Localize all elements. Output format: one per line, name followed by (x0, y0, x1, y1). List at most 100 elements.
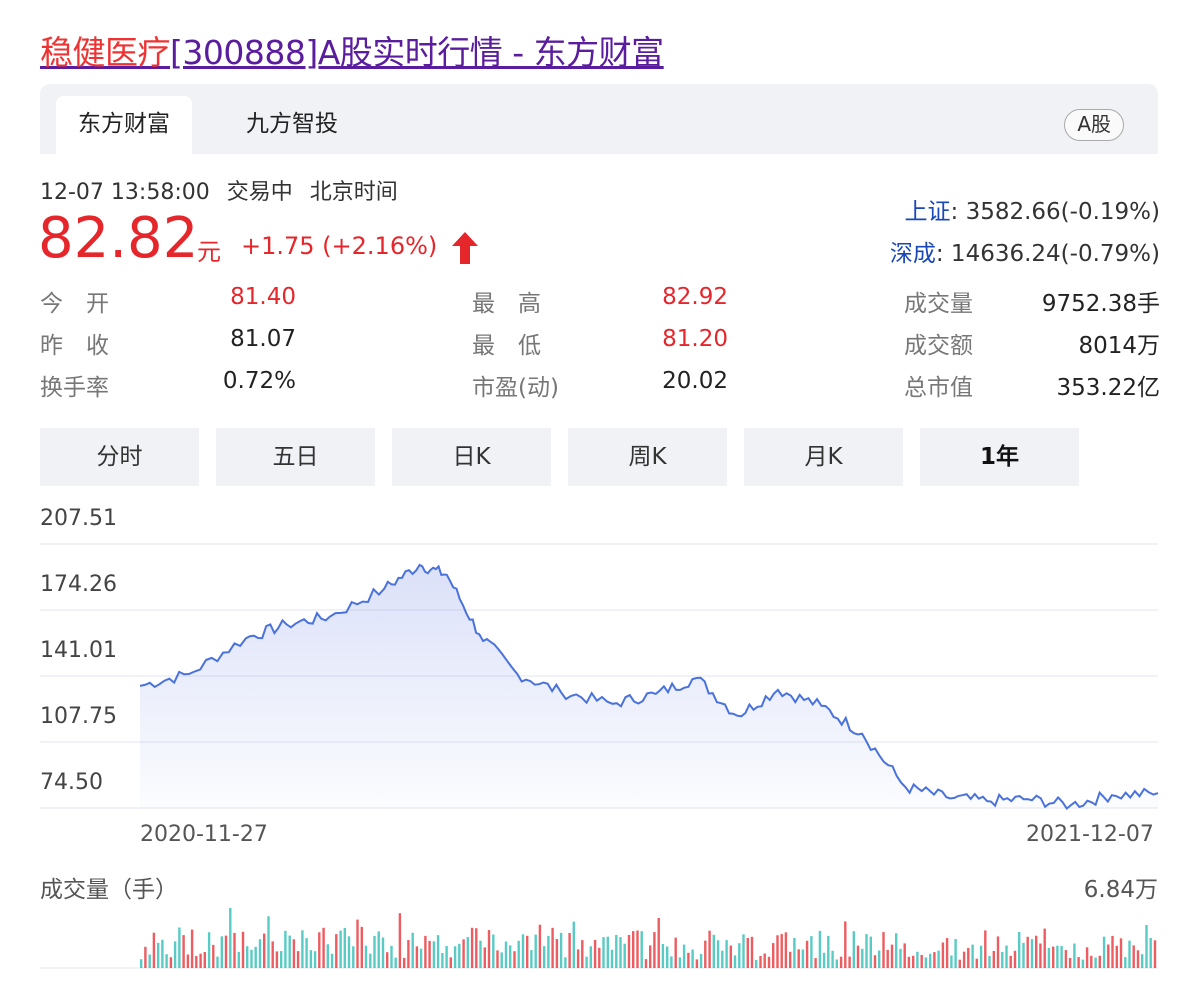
period-button-1year[interactable]: 1年 (920, 428, 1079, 486)
volume-bar (250, 949, 253, 968)
volume-bar (1060, 946, 1063, 968)
volume-bar (856, 945, 860, 968)
volume-bar (403, 957, 406, 968)
price-unit: 元 (197, 238, 221, 266)
volume-bar (678, 957, 682, 968)
market-badge[interactable]: A股 (1064, 109, 1124, 141)
volume-bar (682, 944, 686, 968)
volume-bar (241, 931, 245, 968)
period-button-5day[interactable]: 五日 (216, 428, 375, 486)
page-title-link[interactable]: 稳健医疗[300888]A股实时行情 - 东方财富 (40, 26, 664, 74)
volume-label: 成交量（手） (40, 877, 178, 903)
volume-bar (907, 956, 911, 968)
volume-bar (937, 950, 940, 968)
volume-bar (428, 940, 431, 968)
period-button-monthly-k[interactable]: 月K (744, 428, 903, 486)
volume-bar (950, 955, 953, 968)
volume-bar (996, 936, 1000, 968)
volume-bar (1001, 952, 1004, 968)
volume-bar (436, 935, 440, 968)
volume-bar (589, 946, 592, 968)
stat-volume-value: 9752.38手 (1041, 291, 1160, 317)
index-shenzhen[interactable]: 深成: 14636.24(-0.79%) (890, 234, 1160, 268)
volume-bar (233, 932, 236, 968)
period-button-daily-k[interactable]: 日K (392, 428, 551, 486)
volume-bar (755, 959, 758, 968)
volume-bar (415, 946, 419, 968)
volume-bar (458, 943, 461, 968)
trade-state: 交易中 (226, 180, 293, 205)
volume-bar (666, 946, 669, 968)
volume-bar (882, 932, 885, 968)
period-button-intraday[interactable]: 分时 (40, 428, 199, 486)
y-tick-label: 174.26 (40, 572, 117, 597)
volume-bar (1081, 959, 1085, 968)
volume-bar (165, 954, 168, 968)
index-shanghai[interactable]: 上证: 3582.66(-0.19%) (905, 192, 1160, 226)
volume-bar (275, 951, 279, 968)
volume-bar (924, 957, 928, 968)
period-button-weekly-k[interactable]: 周K (568, 428, 727, 486)
volume-bar (776, 935, 779, 968)
volume-bar (364, 945, 368, 968)
volume-bar (835, 959, 838, 968)
volume-bar (352, 946, 355, 968)
current-price: 82.82 (38, 206, 199, 271)
volume-bar (470, 927, 474, 968)
volume-bar (182, 935, 185, 968)
volume-bar (322, 927, 325, 968)
stock-name[interactable]: 稳健医疗 (40, 33, 171, 72)
volume-bar (263, 933, 266, 968)
volume-bar (1094, 957, 1097, 968)
volume-bar (369, 953, 372, 968)
volume-bar (920, 955, 923, 968)
stat-prevclose-value: 81.07 (230, 326, 296, 352)
volume-bar (186, 954, 190, 968)
index-shenzhen-label[interactable]: 深成 (889, 241, 936, 267)
x-end-label: 2021-12-07 (1026, 822, 1154, 847)
volume-bar (1090, 955, 1093, 968)
volume-bar (407, 940, 410, 968)
index-shanghai-label[interactable]: 上证 (904, 199, 951, 225)
volume-bar (636, 930, 639, 968)
volume-bar (1153, 940, 1157, 968)
volume-bar (712, 934, 715, 968)
volume-bar (958, 959, 961, 968)
volume-bar (199, 953, 202, 968)
price-change: +1.75 (+2.16%) (241, 232, 438, 260)
volume-bar (1098, 955, 1101, 968)
volume-bar (292, 939, 296, 968)
volume-bar (640, 931, 643, 968)
volume-bar (861, 948, 864, 968)
tab-eastmoney[interactable]: 东方财富 (56, 96, 192, 154)
volume-bar (271, 941, 274, 968)
volume-bar (844, 921, 847, 968)
volume-bar (975, 958, 978, 968)
volume-bar (254, 946, 257, 968)
volume-bar (869, 936, 872, 968)
volume-bar (284, 930, 287, 968)
stat-turnover-label: 换手率 (40, 375, 109, 401)
price-area-fill (140, 564, 1158, 809)
volume-bar (462, 939, 465, 968)
volume-bar (330, 953, 334, 968)
volume-bar (394, 957, 397, 968)
volume-bar (296, 951, 300, 968)
tab-jiufang[interactable]: 九方智投 (246, 111, 338, 137)
volume-bar (822, 952, 826, 968)
page-title-rest[interactable]: [300888]A股实时行情 - 东方财富 (170, 33, 664, 72)
volume-bar (699, 954, 703, 968)
index-shanghai-value: : 3582.66(-0.19%) (950, 199, 1160, 225)
volume-bar (530, 950, 533, 968)
volume-bar (852, 931, 855, 968)
volume-bar (538, 924, 542, 968)
stat-pe-value: 20.02 (662, 368, 728, 394)
volume-bar (386, 952, 389, 968)
volume-bar (903, 943, 906, 968)
source-tabbar: 东方财富 九方智投 A股 (40, 84, 1158, 154)
volume-bar (772, 943, 775, 968)
volume-bar (432, 941, 436, 968)
volume-bar (619, 937, 622, 968)
